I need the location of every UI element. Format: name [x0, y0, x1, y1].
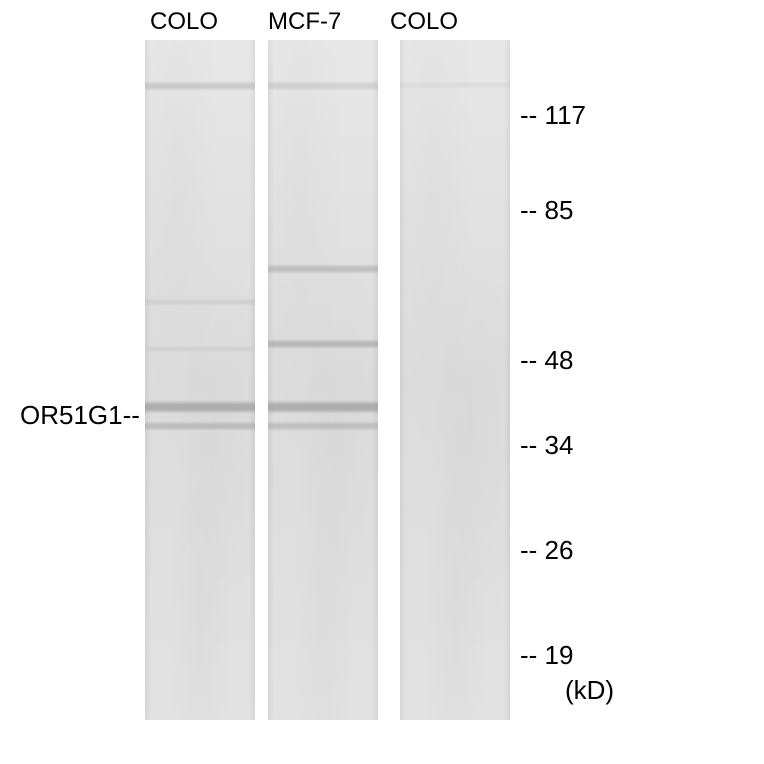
- mw-marker-26: -- 26: [520, 535, 573, 566]
- lane-label-1: COLO: [150, 8, 218, 36]
- protein-band: [268, 339, 378, 349]
- mw-marker-19: -- 19: [520, 640, 573, 671]
- protein-label: OR51G1--: [20, 400, 140, 431]
- protein-band: [268, 400, 378, 414]
- lane-separator: [257, 40, 265, 720]
- western-blot-container: COLO MCF-7 COLO OR51G1-- -- 117 -- 85 --…: [0, 0, 764, 764]
- lane-label-3: COLO: [390, 8, 458, 36]
- lane-1: [145, 40, 255, 720]
- lane-2: [268, 40, 378, 720]
- lane-bg: [145, 40, 255, 720]
- lane-label-2: MCF-7: [268, 8, 341, 36]
- protein-band: [145, 81, 255, 91]
- mw-marker-117: -- 117: [520, 100, 586, 131]
- protein-band: [145, 298, 255, 306]
- protein-band: [145, 421, 255, 431]
- lane-bg: [268, 40, 378, 720]
- lane-3: [400, 40, 510, 720]
- lane-separator: [380, 40, 388, 720]
- mw-marker-85: -- 85: [520, 195, 573, 226]
- protein-band: [145, 400, 255, 414]
- mw-marker-34: -- 34: [520, 430, 573, 461]
- protein-band: [400, 81, 510, 89]
- protein-band: [268, 81, 378, 91]
- protein-band: [145, 346, 255, 352]
- unit-label: (kD): [565, 675, 614, 706]
- lane-bg: [400, 40, 510, 720]
- mw-marker-48: -- 48: [520, 345, 573, 376]
- protein-band: [268, 264, 378, 274]
- protein-band: [268, 421, 378, 431]
